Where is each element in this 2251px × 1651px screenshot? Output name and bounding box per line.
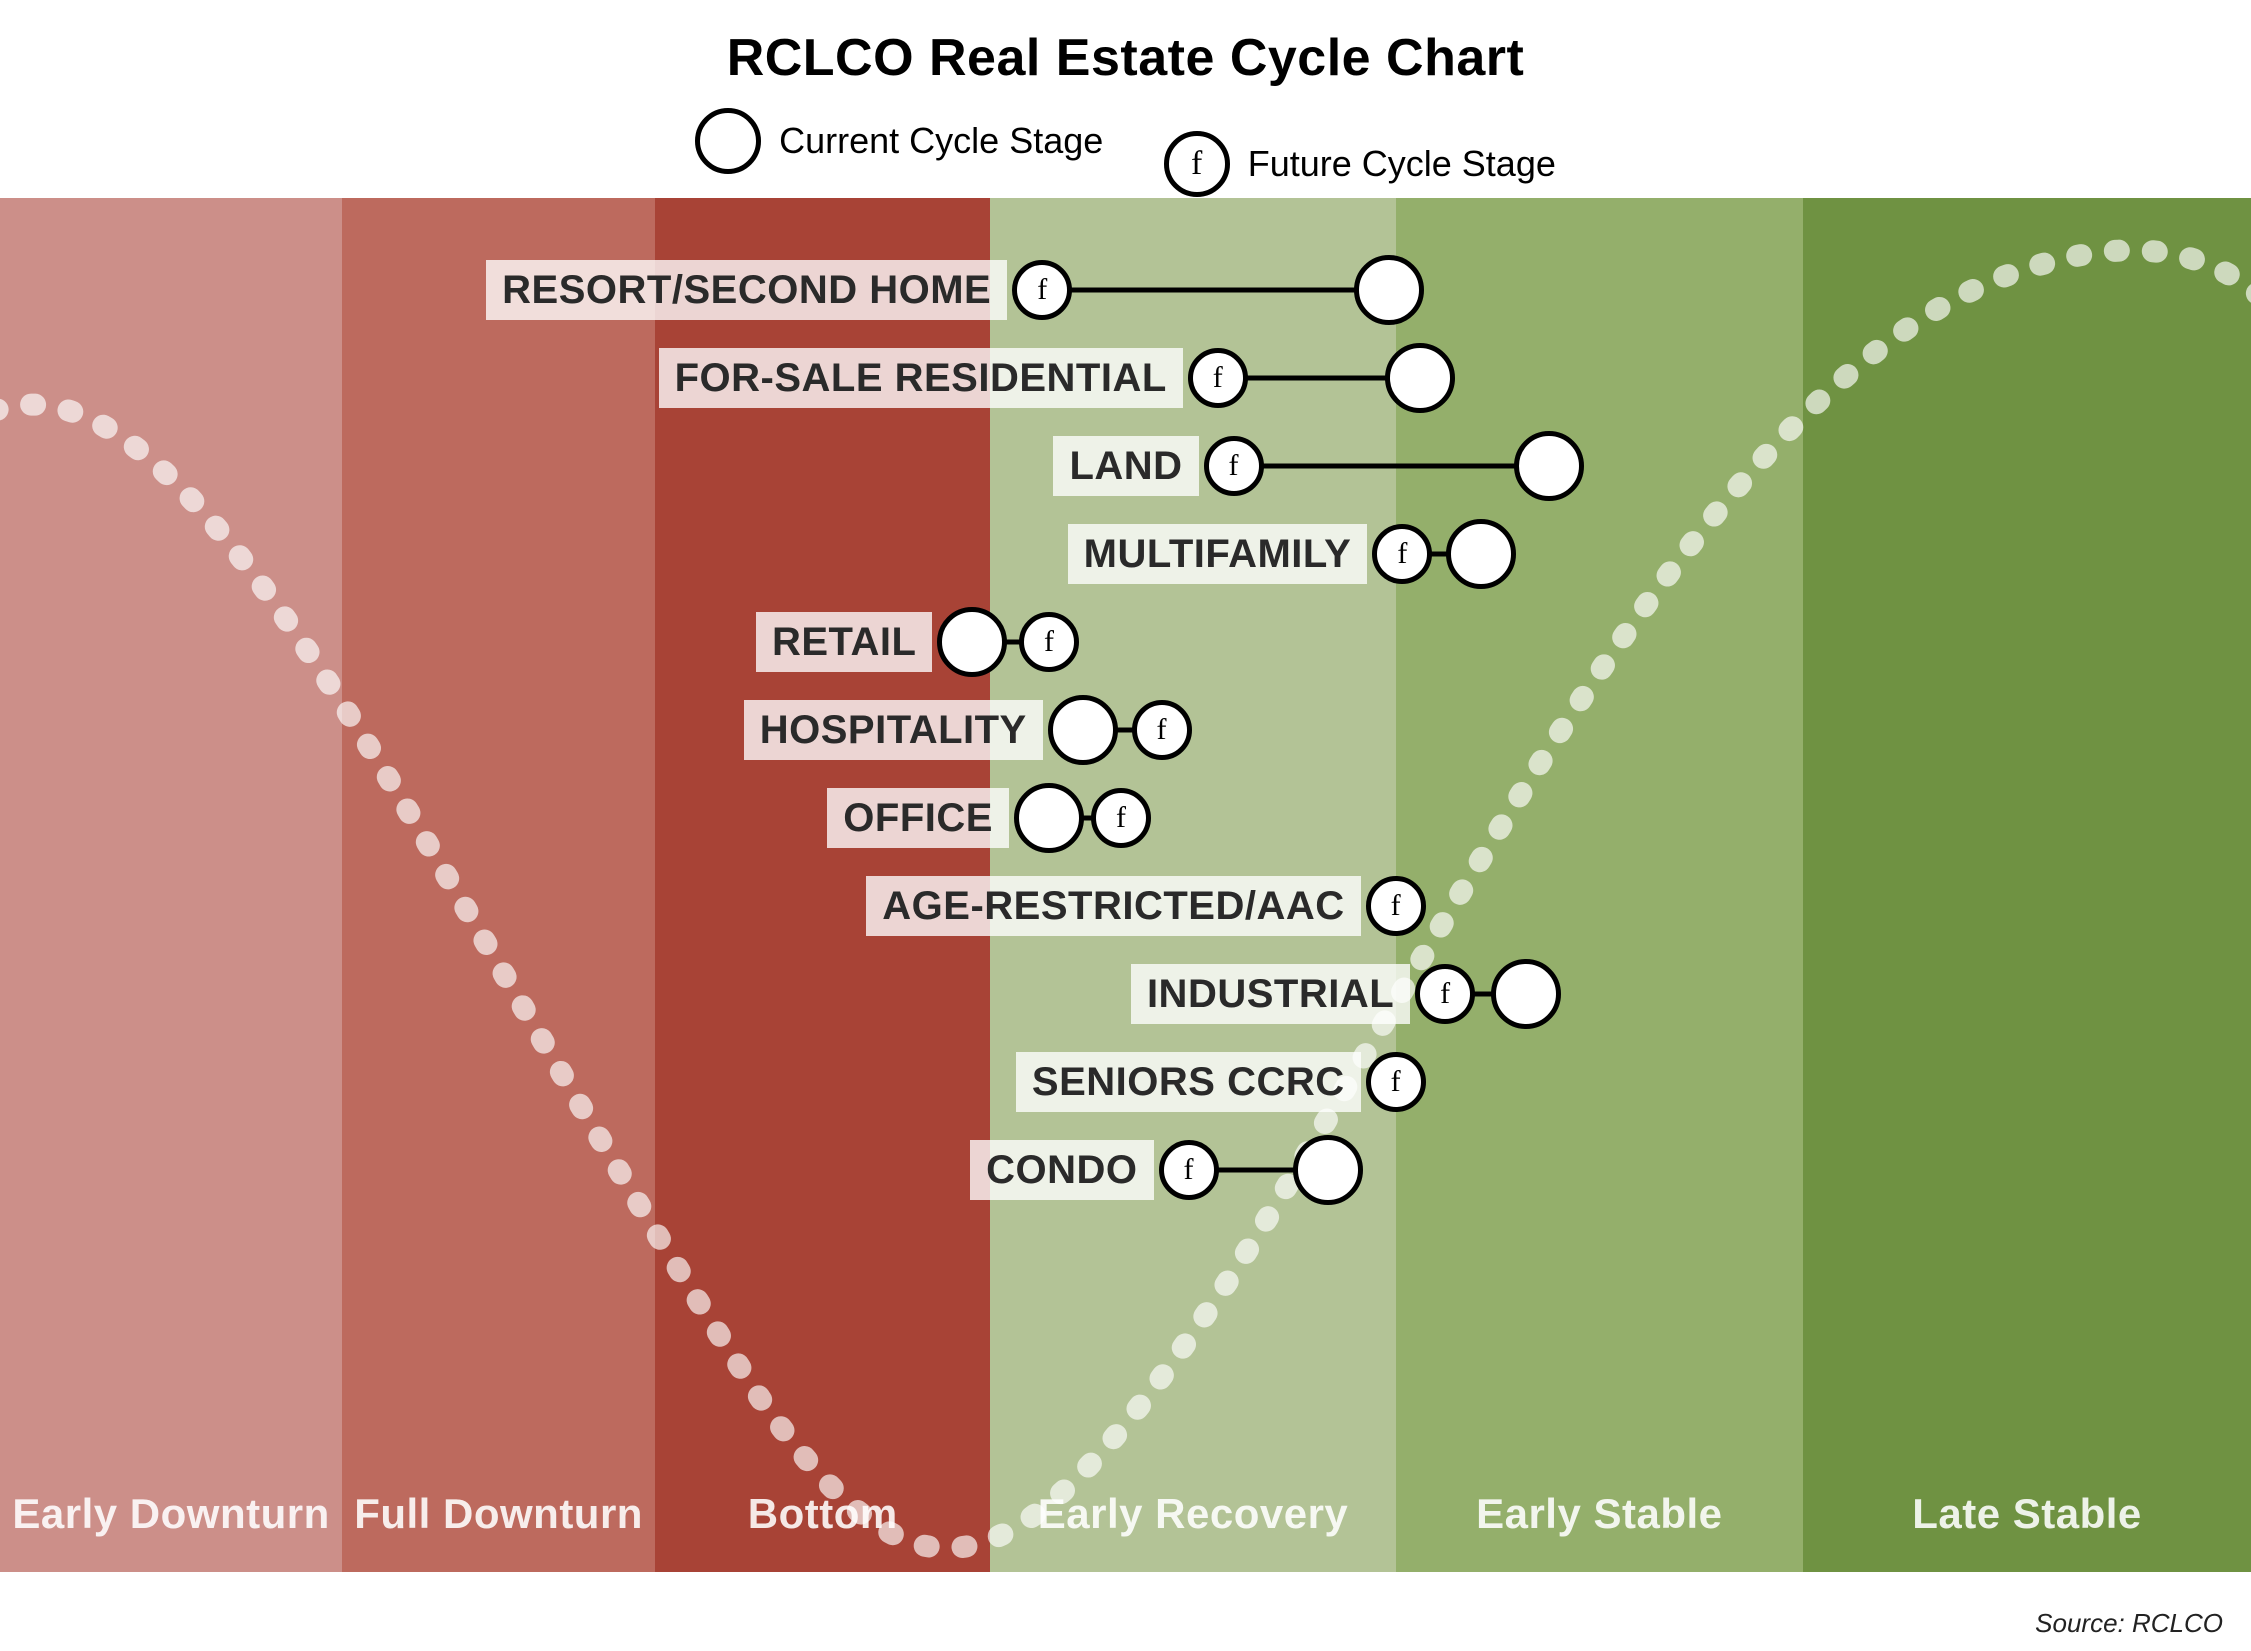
source-text: Source: RCLCO [2035, 1608, 2223, 1639]
future-node: f [1012, 260, 1072, 320]
chart-title: RCLCO Real Estate Cycle Chart [0, 28, 2251, 88]
row-label: SENIORS CCRC [1016, 1052, 1361, 1112]
chart-area: Late StableEarly StableEarly RecoveryBot… [0, 198, 2251, 1572]
current-node [1293, 1135, 1363, 1205]
row-layer: fRESORT/SECOND HOMEfFOR-SALE RESIDENTIAL… [0, 198, 2251, 1572]
row-label: HOSPITALITY [744, 700, 1043, 760]
row-label: RETAIL [756, 612, 932, 672]
row-connector [1234, 464, 1549, 469]
future-node: f [1366, 876, 1426, 936]
legend-current: Current Cycle Stage [695, 108, 1103, 174]
legend: Current Cycle Stage f Future Cycle Stage [0, 108, 2251, 197]
legend-current-icon [695, 108, 761, 174]
cycle-row: fRESORT/SECOND HOME [0, 258, 2251, 322]
future-node: f [1019, 612, 1079, 672]
current-node [1491, 959, 1561, 1029]
chart-container: RCLCO Real Estate Cycle Chart Current Cy… [0, 0, 2251, 1651]
future-node: f [1366, 1052, 1426, 1112]
future-node: f [1091, 788, 1151, 848]
future-node: f [1159, 1140, 1219, 1200]
future-node: f [1188, 348, 1248, 408]
row-label: RESORT/SECOND HOME [486, 260, 1007, 320]
row-label: CONDO [970, 1140, 1153, 1200]
row-label: LAND [1053, 436, 1198, 496]
legend-future: f Future Cycle Stage [1164, 131, 1556, 197]
cycle-row: fSENIORS CCRC [0, 1050, 2251, 1114]
row-connector [1042, 288, 1389, 293]
cycle-row: f RETAIL [0, 610, 2251, 674]
legend-future-icon: f [1164, 131, 1230, 197]
legend-current-label: Current Cycle Stage [779, 120, 1103, 162]
current-node [1354, 255, 1424, 325]
future-node: f [1132, 700, 1192, 760]
row-label: INDUSTRIAL [1131, 964, 1410, 1024]
current-node [1446, 519, 1516, 589]
row-label: FOR-SALE RESIDENTIAL [659, 348, 1183, 408]
row-label: AGE-RESTRICTED/AAC [866, 876, 1360, 936]
future-node: f [1415, 964, 1475, 1024]
current-node [1048, 695, 1118, 765]
cycle-row: fFOR-SALE RESIDENTIAL [0, 346, 2251, 410]
cycle-row: fLAND [0, 434, 2251, 498]
cycle-row: fAGE-RESTRICTED/AAC [0, 874, 2251, 938]
current-node [937, 607, 1007, 677]
row-label: OFFICE [827, 788, 1009, 848]
cycle-row: fCONDO [0, 1138, 2251, 1202]
cycle-row: fINDUSTRIAL [0, 962, 2251, 1026]
current-node [1514, 431, 1584, 501]
cycle-row: f HOSPITALITY [0, 698, 2251, 762]
future-node: f [1372, 524, 1432, 584]
current-node [1385, 343, 1455, 413]
legend-future-label: Future Cycle Stage [1248, 143, 1556, 185]
cycle-row: fMULTIFAMILY [0, 522, 2251, 586]
row-label: MULTIFAMILY [1068, 524, 1368, 584]
legend-future-letter: f [1191, 145, 1202, 183]
current-node [1014, 783, 1084, 853]
future-node: f [1204, 436, 1264, 496]
cycle-row: f OFFICE [0, 786, 2251, 850]
